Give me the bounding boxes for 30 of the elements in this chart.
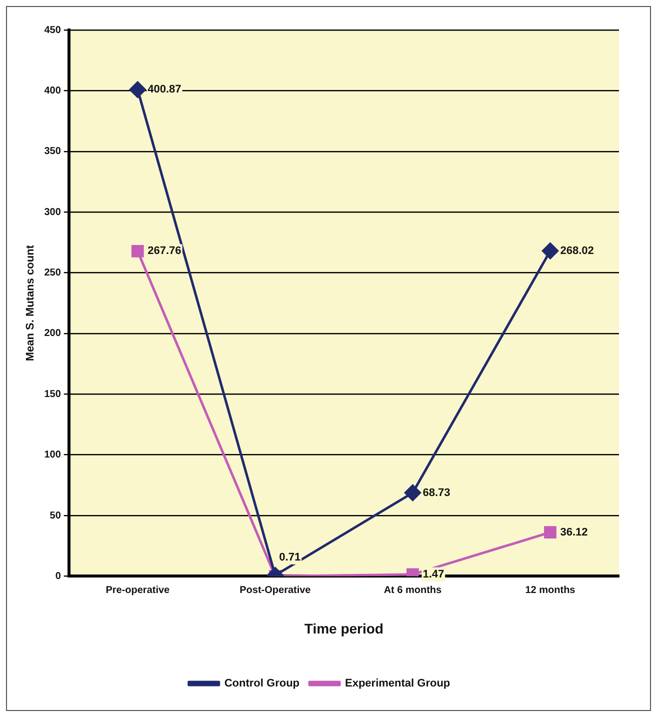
y-tick-label: 100	[44, 450, 62, 461]
data-label: 267.76	[148, 245, 182, 258]
y-tick-label: 400	[44, 85, 62, 96]
y-tick-label: 350	[44, 146, 62, 158]
data-label: 1.47	[422, 568, 444, 580]
x-tick-label: Post-Operative	[240, 584, 312, 596]
y-tick-label: 450	[44, 24, 62, 36]
point	[544, 526, 556, 539]
x-tick-label: 12 months	[525, 584, 576, 596]
y-tick-label: 200	[44, 328, 62, 340]
y-tick-label: 0	[55, 570, 62, 582]
x-axis-title: Time period	[304, 620, 384, 636]
y-axis-title: Mean S. Mutans count	[24, 244, 37, 362]
legend-label: Control Group	[224, 678, 300, 690]
data-label: 0.71	[279, 551, 301, 564]
point	[404, 484, 421, 502]
point	[129, 81, 146, 98]
x-tick-label: At 6 months	[384, 584, 442, 596]
data-label: 400.87	[148, 84, 182, 96]
legend-label: Experimental Group	[345, 678, 450, 690]
y-tick-label: 50	[50, 510, 62, 522]
y-tick-label: 300	[44, 206, 62, 218]
y-tick-label: 150	[44, 388, 62, 400]
x-tick-label: Pre-operative	[106, 584, 170, 596]
y-tick-label: 250	[44, 268, 62, 279]
point	[542, 242, 558, 260]
data-label: 68.73	[422, 486, 450, 499]
data-label: 36.12	[560, 526, 588, 538]
data-label: 268.02	[560, 244, 594, 257]
point	[131, 245, 144, 258]
